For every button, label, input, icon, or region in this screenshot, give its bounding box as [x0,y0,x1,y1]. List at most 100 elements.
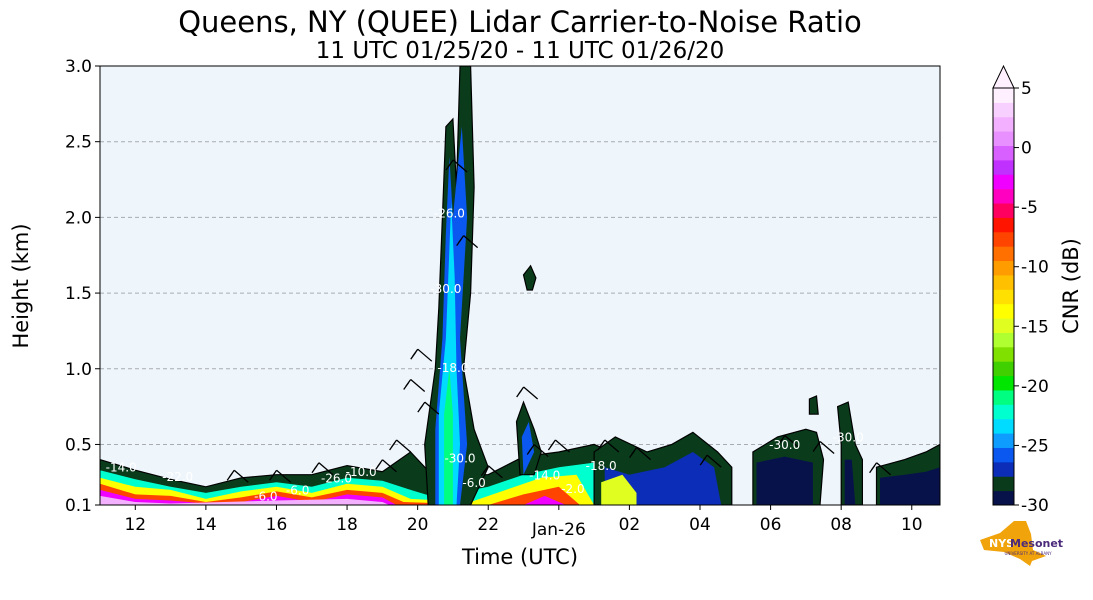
colorbar-segment [993,231,1014,247]
y-axis-label: Height (km) [9,223,33,348]
nys-mesonet-logo: NYS Mesonet UNIVERSITY AT ALBANY [980,521,1063,566]
x-tick-label: 10 [901,515,923,535]
cnr-region [100,489,566,505]
plot-frame [99,65,941,506]
chart-subtitle: 11 UTC 01/25/20 - 11 UTC 01/26/20 [316,38,725,64]
wind-barb [456,235,479,249]
colorbar-segment [993,159,1014,175]
y-tick-label: 2.0 [65,208,92,228]
contour-label: -14.0 [529,468,560,482]
colorbar-segment [993,332,1014,348]
colorbar-segment [993,274,1014,290]
colorbar-segment [993,375,1014,391]
cnr-region [844,459,856,505]
y-tick-label: 1.5 [65,284,92,304]
y-tick-label: 0.5 [65,435,92,455]
contour-label: -30.0 [769,438,800,452]
colorbar-segment [993,389,1014,405]
colorbar-frame [992,87,1015,506]
colorbar-tick-label: 0 [1021,139,1032,159]
cnr-region [880,467,940,505]
colorbar: 5 0 -5 -10 -15 -20 -25 -30 [992,64,1049,516]
x-tick-label: 22 [477,515,499,535]
cnr-fill-layer [100,66,940,505]
contour-label: -6.0 [286,483,309,497]
colorbar-segment [993,433,1014,448]
wind-barb [417,401,440,415]
cnr-region [444,368,453,505]
contour-labels-layer: -14.0-22.0-6.0 -6.0-26.0-10.0-26.0-30.0-1… [106,206,864,503]
contour-label: -2.0 [561,482,584,496]
colorbar-segment [993,289,1014,305]
colorbar-segment [993,260,1014,276]
colorbar-segment [993,88,1014,103]
y-tick-label: 1.0 [65,360,92,380]
colorbar-segment [993,447,1014,463]
contour-label: -30.0 [444,452,475,466]
y-tick-label: 0.1 [65,496,92,516]
cnr-region [521,421,535,475]
colorbar-tick-label: -20 [1021,377,1049,397]
colorbar-segment [993,145,1014,161]
nys-state-shape-icon [980,521,1046,566]
wind-barb [812,441,835,455]
x-tick-label: 02 [619,515,641,535]
contour-label: -26.0 [321,471,352,485]
wind-barb [526,444,549,458]
contour-label: -18.0 [586,459,617,473]
wind-barb [403,378,426,392]
contour-label: -22.0 [162,470,193,484]
wind-barb [410,348,433,362]
colorbar-segment [993,131,1014,147]
contour-label: -30.0 [833,430,864,444]
colorbar-segment [993,203,1014,218]
colorbar-extend-arrow [992,64,1015,89]
wind-barb [629,447,652,461]
wind-barb [226,469,249,483]
contour-label: -6.0 [254,489,277,503]
x-tick-label: 06 [760,515,782,535]
wind-barb [445,159,468,173]
colorbar-segment [993,217,1014,233]
contour-label: -30.0 [430,282,461,296]
x-axis-label: Time (UTC) [461,545,578,569]
colorbar-segment [993,102,1014,118]
x-tick-label: 14 [195,515,217,535]
cnr-region [601,474,637,505]
x-tick-label: 16 [266,515,288,535]
wind-barb [547,439,570,453]
x-tick-label: 18 [336,515,358,535]
colorbar-segment [993,418,1014,434]
wind-barb [516,386,539,400]
colorbar-tick-label: -30 [1021,496,1049,516]
colorbar-segment [993,116,1014,132]
logo-main: NYS [989,537,1014,550]
chart-title: Queens, NY (QUEE) Lidar Carrier-to-Noise… [178,5,862,39]
wind-barb [869,462,892,476]
cnr-region [756,456,813,505]
wind-barb [699,454,722,468]
colorbar-segment [993,346,1014,362]
colorbar-tick-label: -10 [1021,258,1049,278]
colorbar-segment [993,303,1014,319]
wind-barb [311,462,334,476]
colorbar-segment [993,476,1014,492]
colorbar-segment [993,361,1014,377]
colorbar-segment [993,318,1014,333]
contour-label: -10.0 [346,465,377,479]
y-axis-ticks: 0.1 0.5 1.0 1.5 2.0 2.5 3.0 [65,57,100,516]
x-tick-label: 04 [689,515,711,535]
wind-barb [389,439,412,453]
x-tick-label: 08 [830,515,852,535]
contour-label: -6.0 [462,476,485,490]
cnr-region [438,202,460,505]
colorbar-segment [993,404,1014,420]
logo-brand: Mesonet [1010,537,1063,550]
x-tick-label: 12 [124,515,146,535]
colorbar-segment [993,174,1014,190]
wind-barb [480,465,503,479]
colorbar-tick-label: 5 [1021,79,1032,99]
contour-label: -14.0 [106,461,137,475]
contour-label: -18.0 [437,361,468,375]
wind-barb [777,434,800,448]
